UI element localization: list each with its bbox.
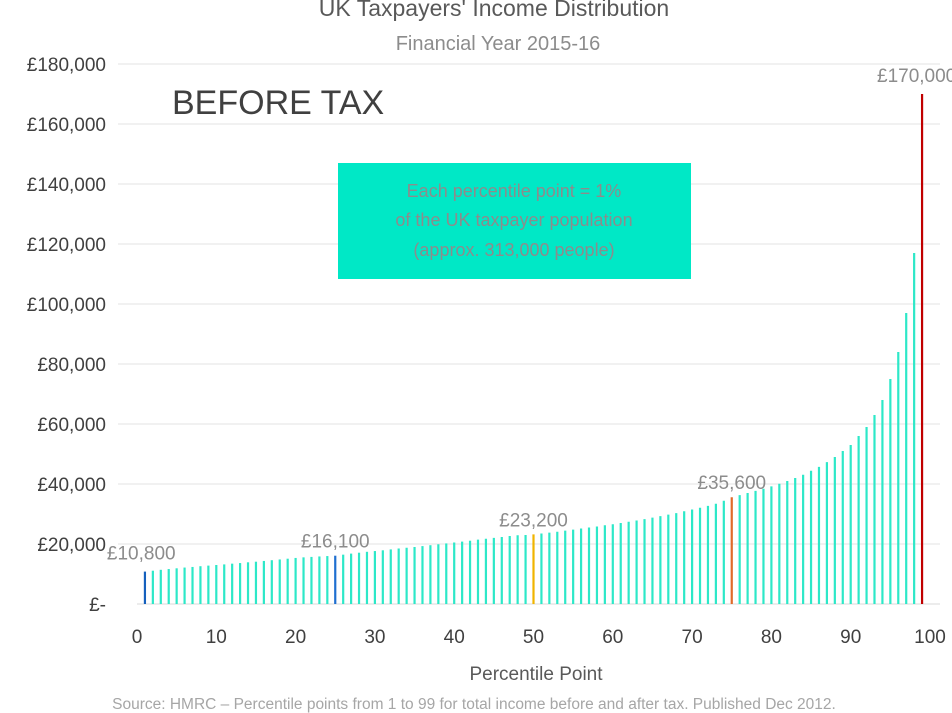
highlight-value-label: £10,800 (107, 544, 176, 565)
x-tick-label: 0 (132, 627, 143, 648)
annotation-line-1: Each percentile point = 1% (407, 181, 622, 201)
highlight-value-label: £35,600 (697, 473, 766, 494)
x-tick-label: 60 (602, 627, 623, 648)
highlight-value-label: £16,100 (301, 532, 370, 553)
y-tick-label: £40,000 (37, 475, 106, 496)
x-tick-label: 10 (206, 627, 227, 648)
x-axis-tick-labels: 0 10 20 30 40 50 60 70 80 90 100 (132, 627, 946, 648)
x-tick-label: 30 (364, 627, 385, 648)
chart-subtitle: Financial Year 2015-16 (396, 33, 601, 55)
y-axis-tick-labels: £- £20,000 £40,000 £60,000 £80,000 £100,000 £1… (27, 55, 106, 616)
annotation-line-3: (approx. 313,000 people) (413, 240, 614, 260)
y-tick-label: £140,000 (27, 175, 106, 196)
annotation-line-2: of the UK taxpayer population (395, 210, 632, 230)
panel-label: BEFORE TAX (172, 84, 384, 122)
y-tick-label: £60,000 (37, 415, 106, 436)
x-tick-label: 100 (914, 627, 946, 648)
y-tick-label: £- (89, 595, 106, 616)
x-tick-label: 80 (761, 627, 782, 648)
x-tick-label: 70 (682, 627, 703, 648)
y-tick-label: £180,000 (27, 55, 106, 76)
highlight-value-label: £23,200 (499, 510, 568, 531)
y-tick-label: £120,000 (27, 235, 106, 256)
x-tick-label: 40 (444, 627, 465, 648)
source-note: Source: HMRC – Percentile points from 1 … (112, 696, 836, 713)
highlight-value-labels: £10,800 £16,100 £23,200 £35,600 £170,000 (107, 66, 952, 565)
y-tick-label: £20,000 (37, 535, 106, 556)
annotation-box: Each percentile point = 1% of the UK tax… (338, 163, 691, 279)
chart-title: UK Taxpayers' Income Distribution (319, 0, 669, 21)
y-tick-label: £80,000 (37, 355, 106, 376)
x-tick-label: 90 (840, 627, 861, 648)
x-tick-label: 50 (523, 627, 544, 648)
highlight-value-label: £170,000 (877, 66, 952, 87)
y-tick-label: £100,000 (27, 295, 106, 316)
x-axis-label: Percentile Point (469, 664, 603, 685)
x-tick-label: 20 (285, 627, 306, 648)
y-tick-label: £160,000 (27, 115, 106, 136)
